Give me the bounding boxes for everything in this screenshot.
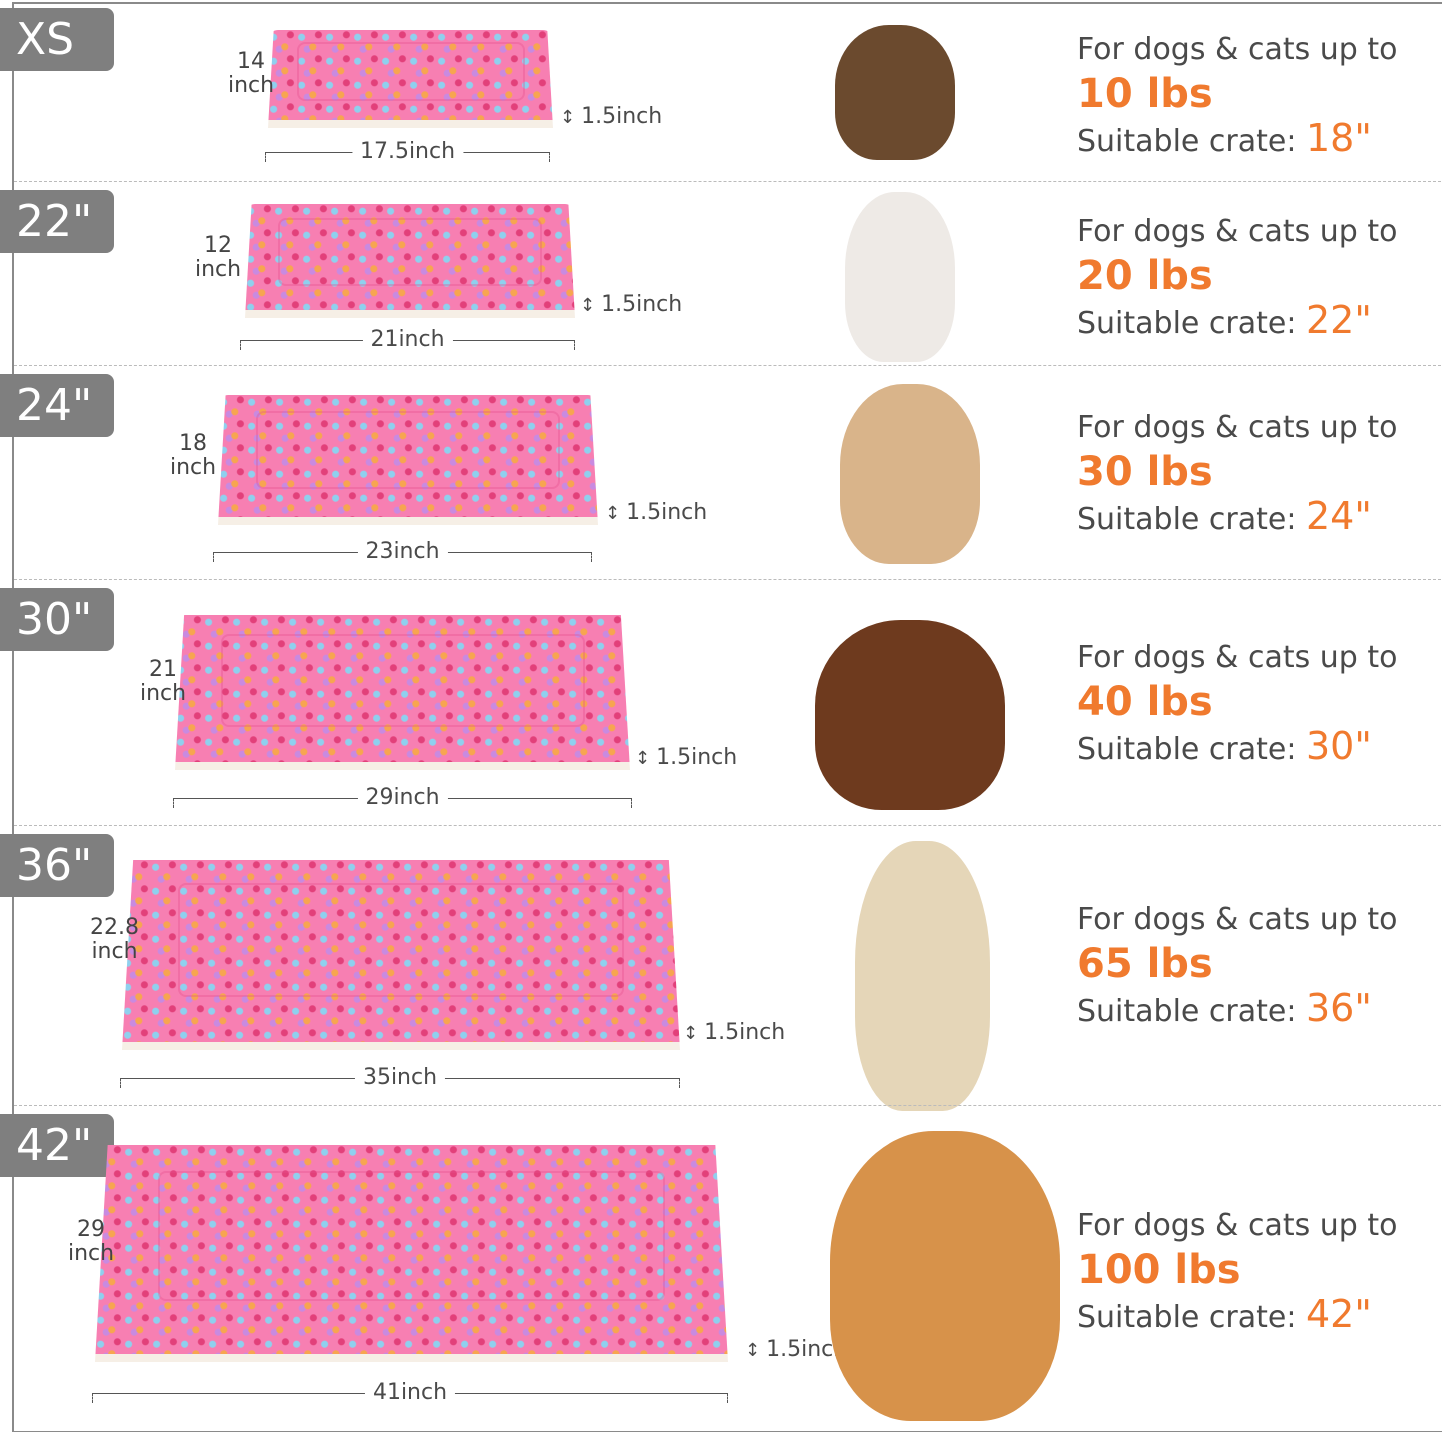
thickness-label: ↕ 1.5inch [605, 500, 708, 525]
thickness-label: ↕ 1.5inch [580, 292, 683, 317]
row-divider [14, 1105, 1441, 1106]
width-label: 41inch [364, 1380, 456, 1405]
thickness-arrow-icon: ↕ [745, 1340, 761, 1361]
thickness-arrow-icon: ↕ [580, 295, 596, 316]
suitability-info: For dogs & cats up to 100 lbs Suitable c… [1077, 1204, 1397, 1340]
crate-size: 18" [1305, 116, 1372, 160]
animal-photo [815, 620, 1005, 810]
weight-limit: 20 lbs [1077, 253, 1213, 299]
depth-label: 21 inch [140, 657, 187, 706]
depth-label: 18 inch [170, 431, 217, 480]
crate-label: Suitable crate: [1077, 124, 1306, 159]
width-dimension-line: 35inch [120, 1065, 680, 1090]
mat-image [95, 1145, 728, 1362]
suitability-info: For dogs & cats up to 30 lbs Suitable cr… [1077, 406, 1397, 542]
intro-text: For dogs & cats up to [1077, 902, 1398, 937]
weight-limit: 30 lbs [1077, 449, 1213, 495]
intro-text: For dogs & cats up to [1077, 640, 1398, 675]
depth-label: 12 inch [195, 233, 242, 282]
intro-text: For dogs & cats up to [1077, 214, 1398, 249]
thickness-arrow-icon: ↕ [560, 107, 576, 128]
depth-label: 29 inch [68, 1217, 115, 1266]
animal-photo [845, 192, 955, 362]
size-tag: 22" [0, 190, 114, 253]
width-dimension-line: 21inch [240, 327, 575, 352]
size-tag: 24" [0, 374, 114, 437]
thickness-arrow-icon: ↕ [635, 748, 651, 769]
thickness-label: ↕ 1.5inch [683, 1020, 786, 1045]
chart-frame [12, 2, 1442, 1432]
mat-image [122, 860, 680, 1050]
mat-image [175, 615, 630, 770]
size-row: 24" 18 inch 23inch ↕ 1.5inch For dogs & ca… [0, 366, 1445, 580]
width-label: 29inch [357, 785, 448, 810]
crate-size: 42" [1305, 1292, 1372, 1336]
intro-text: For dogs & cats up to [1077, 410, 1398, 445]
size-row: 30" 21 inch 29inch ↕ 1.5inch For dogs & ca… [0, 580, 1445, 826]
size-row: XS 14 inch 17.5inch ↕ 1.5inch For dogs & c… [0, 0, 1445, 182]
crate-label: Suitable crate: [1077, 1300, 1306, 1335]
crate-label: Suitable crate: [1077, 502, 1306, 537]
size-row: 36" 22.8 inch 35inch ↕ 1.5inch For dogs & … [0, 826, 1445, 1111]
weight-limit: 10 lbs [1077, 71, 1213, 117]
row-divider [14, 579, 1441, 580]
width-label: 35inch [354, 1065, 446, 1090]
size-tag: 36" [0, 834, 114, 897]
crate-label: Suitable crate: [1077, 732, 1306, 767]
intro-text: For dogs & cats up to [1077, 32, 1398, 67]
width-dimension-line: 41inch [92, 1380, 728, 1405]
crate-size: 30" [1305, 724, 1372, 768]
crate-size: 22" [1305, 298, 1372, 342]
width-label: 23inch [357, 539, 448, 564]
width-label: 21inch [362, 327, 453, 352]
suitability-info: For dogs & cats up to 65 lbs Suitable cr… [1077, 898, 1397, 1034]
thickness-label: ↕ 1.5inch [560, 104, 663, 129]
size-tag: XS [0, 8, 114, 71]
animal-photo [835, 25, 955, 160]
row-divider [14, 181, 1441, 182]
crate-label: Suitable crate: [1077, 306, 1306, 341]
depth-label: 14 inch [228, 49, 275, 98]
weight-limit: 100 lbs [1077, 1247, 1241, 1293]
width-dimension-line: 17.5inch [265, 139, 550, 164]
width-dimension-line: 29inch [173, 785, 632, 810]
depth-label: 22.8 inch [90, 915, 139, 964]
mat-image [245, 204, 575, 318]
thickness-arrow-icon: ↕ [605, 503, 621, 524]
suitability-info: For dogs & cats up to 10 lbs Suitable cr… [1077, 28, 1397, 164]
size-row: 42" 29 inch 41inch ↕ 1.5inch For dogs & ca… [0, 1106, 1445, 1434]
intro-text: For dogs & cats up to [1077, 1208, 1398, 1243]
width-dimension-line: 23inch [213, 539, 592, 564]
width-label: 17.5inch [351, 139, 464, 164]
animal-photo [830, 1131, 1060, 1421]
size-tag: 30" [0, 588, 114, 651]
suitability-info: For dogs & cats up to 40 lbs Suitable cr… [1077, 636, 1397, 772]
thickness-arrow-icon: ↕ [683, 1023, 699, 1044]
row-divider [14, 825, 1441, 826]
suitability-info: For dogs & cats up to 20 lbs Suitable cr… [1077, 210, 1397, 346]
row-divider [14, 365, 1441, 366]
size-tag: 42" [0, 1114, 114, 1177]
crate-size: 36" [1305, 986, 1372, 1030]
animal-photo [855, 841, 990, 1111]
thickness-label: ↕ 1.5inch [635, 745, 738, 770]
crate-size: 24" [1305, 494, 1372, 538]
mat-image [268, 30, 553, 128]
weight-limit: 40 lbs [1077, 679, 1213, 725]
mat-image [218, 395, 598, 525]
size-row: 22" 12 inch 21inch ↕ 1.5inch For dogs & ca… [0, 182, 1445, 366]
animal-photo [840, 384, 980, 564]
crate-label: Suitable crate: [1077, 994, 1306, 1029]
weight-limit: 65 lbs [1077, 941, 1213, 987]
